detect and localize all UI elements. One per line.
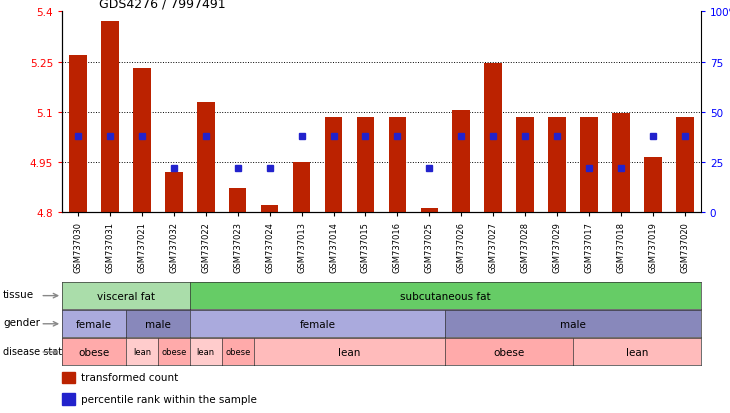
Text: lean: lean: [133, 348, 151, 356]
Bar: [548, 117, 566, 212]
Text: GDS4276 / 7997491: GDS4276 / 7997491: [99, 0, 225, 10]
Bar: [580, 117, 598, 212]
Text: disease state: disease state: [3, 346, 68, 356]
Bar: [133, 69, 150, 212]
Bar: [388, 117, 406, 212]
Bar: [676, 117, 694, 212]
Text: obese: obese: [225, 348, 250, 356]
Text: percentile rank within the sample: percentile rank within the sample: [81, 394, 257, 404]
Bar: [69, 56, 87, 212]
Text: lean: lean: [196, 348, 215, 356]
Bar: [612, 114, 630, 212]
Bar: [485, 64, 502, 212]
Bar: [420, 209, 438, 212]
Bar: [357, 117, 374, 212]
Text: female: female: [76, 319, 112, 329]
Bar: [516, 117, 534, 212]
Bar: [165, 172, 182, 212]
Bar: [325, 117, 342, 212]
Text: male: male: [145, 319, 171, 329]
Bar: [453, 111, 470, 212]
Text: obese: obese: [78, 347, 110, 357]
Text: tissue: tissue: [3, 290, 34, 299]
Text: gender: gender: [3, 318, 40, 328]
Bar: [644, 157, 661, 212]
Bar: [62, 393, 75, 405]
Text: lean: lean: [338, 347, 361, 357]
Text: male: male: [560, 319, 586, 329]
Bar: [229, 189, 247, 212]
Text: female: female: [299, 319, 336, 329]
Bar: [293, 162, 310, 212]
Text: subcutaneous fat: subcutaneous fat: [400, 291, 491, 301]
Bar: [197, 102, 215, 212]
Bar: [101, 22, 119, 212]
Text: transformed count: transformed count: [81, 373, 178, 382]
Bar: [261, 206, 278, 212]
Text: lean: lean: [626, 347, 648, 357]
Bar: [62, 372, 75, 383]
Text: obese: obese: [493, 347, 525, 357]
Text: obese: obese: [161, 348, 187, 356]
Text: visceral fat: visceral fat: [97, 291, 155, 301]
